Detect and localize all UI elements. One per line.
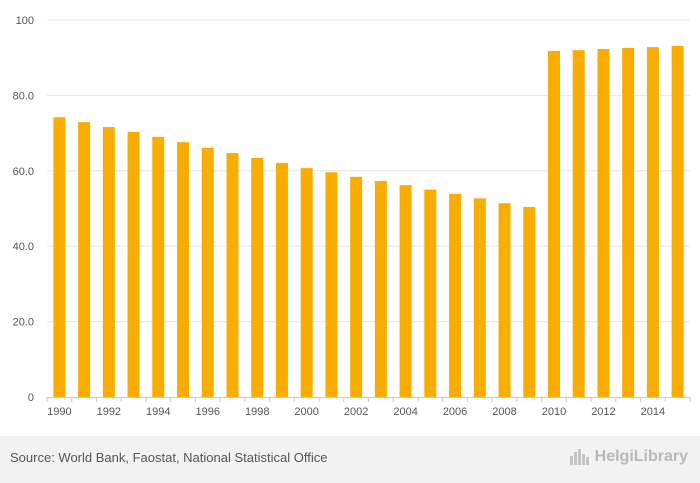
bar-2005[interactable]	[424, 189, 437, 397]
grid-lines	[47, 19, 690, 323]
bar-2009[interactable]	[523, 206, 536, 397]
bar-2004[interactable]	[399, 185, 412, 397]
x-tick-label: 2014	[641, 406, 665, 418]
y-tick-label: 20.0	[13, 317, 34, 329]
bar-2006[interactable]	[449, 193, 462, 397]
bar-1990[interactable]	[53, 117, 66, 398]
bar-1997[interactable]	[226, 153, 239, 397]
bar-2010[interactable]	[547, 50, 560, 397]
bar-2008[interactable]	[498, 203, 511, 397]
bar-2014[interactable]	[646, 47, 659, 397]
x-tick-label: 1998	[245, 406, 269, 418]
bar-1992[interactable]	[102, 127, 115, 398]
bar-2007[interactable]	[473, 198, 486, 397]
brand-logo[interactable]: HelgiLibrary	[569, 448, 688, 466]
x-tick-label: 2008	[492, 406, 516, 418]
x-tick-label: 2004	[393, 406, 417, 418]
y-tick-label: 80.0	[13, 90, 34, 102]
city-skyline-icon	[569, 449, 589, 465]
x-tick-label: 2012	[591, 406, 615, 418]
y-tick-label: 60.0	[13, 166, 34, 178]
x-tick-label: 1990	[47, 406, 71, 418]
x-axis-labels: 1990 1992 1994 1996 1998 2000 2002 2004 2006 2008…	[47, 406, 665, 418]
bar-2011[interactable]	[572, 50, 585, 397]
source-text: Source: World Bank, Faostat, National St…	[10, 450, 328, 465]
bar-2003[interactable]	[374, 180, 387, 397]
y-tick-label: 40.0	[13, 241, 34, 253]
axes	[46, 397, 691, 402]
x-tick-label: 2000	[294, 406, 318, 418]
y-tick-label: 100	[16, 15, 34, 27]
x-tick-label: 1996	[196, 406, 220, 418]
bar-2000[interactable]	[300, 168, 313, 397]
x-tick-label: 1992	[97, 406, 121, 418]
bar-1991[interactable]	[78, 122, 91, 398]
bar-1996[interactable]	[201, 147, 214, 397]
bar-1994[interactable]	[152, 136, 165, 397]
x-tick-label: 2002	[344, 406, 368, 418]
x-tick-label: 2006	[443, 406, 467, 418]
bar-2002[interactable]	[350, 176, 363, 397]
y-axis-labels: 0 20.0 40.0 60.0 80.0 100	[13, 15, 34, 404]
bar-2001[interactable]	[325, 172, 338, 397]
bar-1993[interactable]	[127, 131, 140, 397]
bar-1998[interactable]	[251, 157, 264, 397]
brand-name: HelgiLibrary	[594, 448, 688, 465]
footer: Source: World Bank, Faostat, National St…	[0, 436, 700, 483]
bar-2015[interactable]	[671, 46, 684, 397]
bar-1995[interactable]	[177, 142, 190, 397]
bars	[53, 46, 684, 398]
y-tick-label: 0	[28, 392, 34, 404]
x-tick-label: 2010	[542, 406, 566, 418]
bar-2013[interactable]	[622, 47, 635, 397]
x-tick-label: 1994	[146, 406, 170, 418]
bar-1999[interactable]	[275, 162, 288, 397]
bar-2012[interactable]	[597, 49, 610, 398]
